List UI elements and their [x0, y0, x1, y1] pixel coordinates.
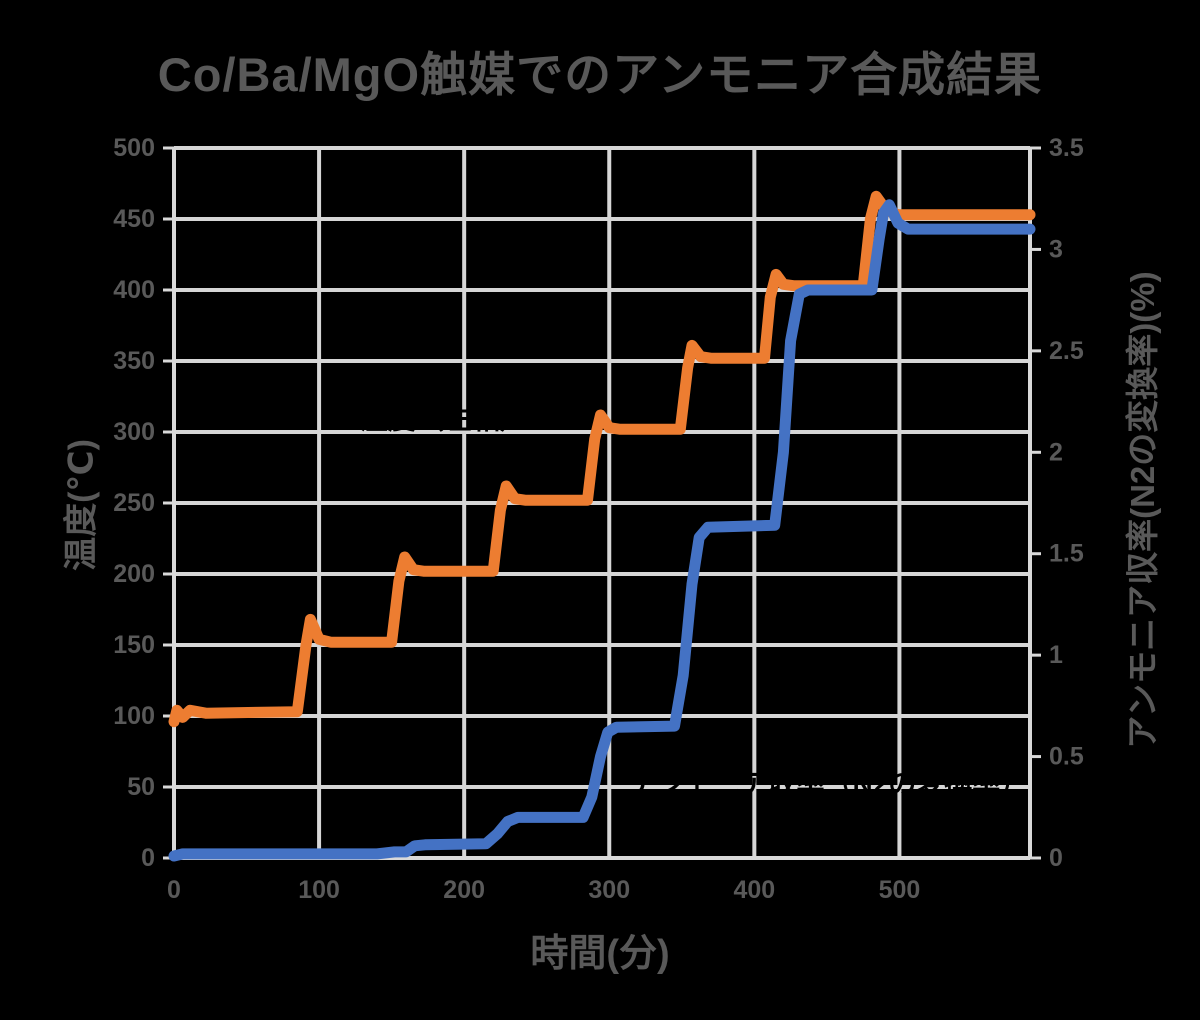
- chart-title: Co/Ba/MgO触媒でのアンモニア合成結果: [157, 48, 1043, 101]
- y-right-tick-label: 1.5: [1049, 540, 1084, 568]
- temperature-series-line: [168, 190, 1036, 728]
- y-left-tick-label: 200: [113, 560, 155, 588]
- y-right-tick-label: 1: [1049, 641, 1063, 669]
- y-left-tick-label: 400: [113, 276, 155, 304]
- y-right-tick-label: 2.5: [1049, 337, 1084, 365]
- x-tick-label: 200: [443, 876, 485, 904]
- y-left-tick-label: 0: [141, 844, 155, 872]
- y-left-tick-label: 300: [113, 418, 155, 446]
- x-tick-label: 300: [588, 876, 630, 904]
- y-left-tick-label: 250: [113, 489, 155, 517]
- y-left-tick-label: 500: [113, 134, 155, 162]
- ammonia-yield-series-line: [168, 199, 1036, 862]
- y-left-tick-label: 350: [113, 347, 155, 375]
- hidden-annotation-label: アンモニア収率（N2の変換率）: [630, 768, 1029, 800]
- x-tick-label: 500: [879, 876, 921, 904]
- hidden-annotation-label: 温度（左軸）: [360, 403, 528, 435]
- y-right-tick-label: 2: [1049, 438, 1063, 466]
- x-tick-label: 0: [167, 876, 181, 904]
- y-left-tick-label: 150: [113, 631, 155, 659]
- y-right-tick-label: 0: [1049, 844, 1063, 872]
- y-right-tick-label: 3: [1049, 235, 1063, 263]
- x-axis-title: 時間(分): [530, 933, 670, 975]
- y-left-tick-label: 450: [113, 205, 155, 233]
- x-tick-label: 100: [298, 876, 340, 904]
- y-left-tick-label: 50: [127, 773, 155, 801]
- x-tick-label: 400: [733, 876, 775, 904]
- y-left-tick-label: 100: [113, 702, 155, 730]
- y-right-tick-label: 0.5: [1049, 743, 1084, 771]
- y-right-tick-label: 3.5: [1049, 134, 1084, 162]
